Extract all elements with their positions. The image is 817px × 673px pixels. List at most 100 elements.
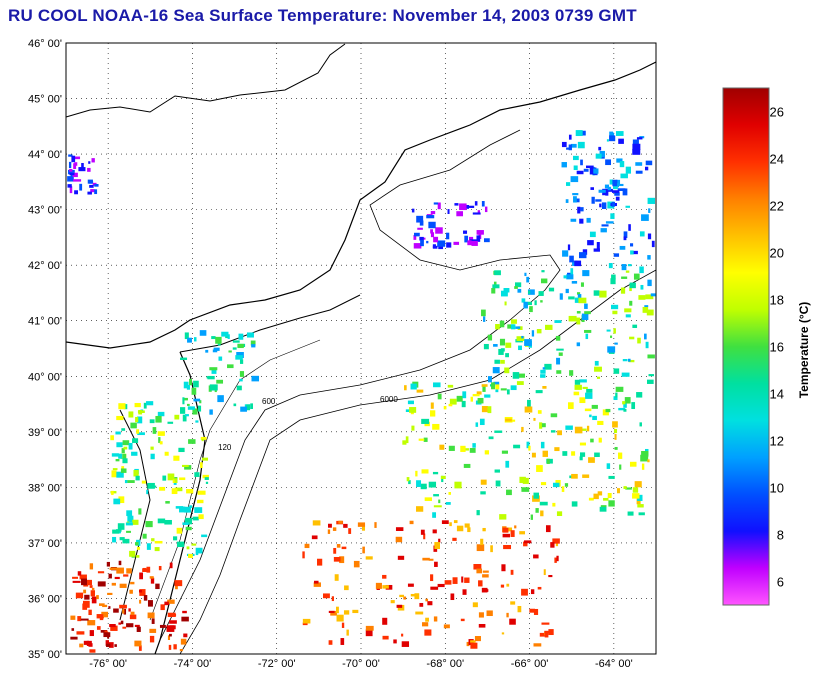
sst-pixel-patch	[122, 453, 127, 460]
sst-pixel-patch	[517, 605, 522, 613]
sst-pixel-patch	[362, 546, 365, 554]
sst-pixel-patch	[565, 425, 573, 430]
sst-pixel-patch	[328, 640, 333, 645]
sst-pixel-patch	[503, 288, 510, 293]
sst-pixel-patch	[584, 408, 592, 412]
colorbar-tick-label: 24	[770, 152, 784, 167]
sst-pixel-patch	[69, 186, 73, 194]
sst-pixel-patch	[566, 182, 571, 186]
sst-pixel-patch	[636, 392, 643, 398]
sst-pixel-patch	[174, 414, 180, 420]
sst-pixel-patch	[115, 431, 121, 435]
sst-pixel-patch	[491, 288, 496, 294]
sst-pixel-patch	[530, 514, 533, 520]
lat-tick-label: 39° 00'	[28, 427, 62, 439]
sst-pixel-patch	[481, 309, 486, 317]
sst-pixel-patch	[136, 626, 141, 632]
sst-pixel-patch	[498, 348, 504, 355]
sst-pixel-patch	[533, 643, 542, 647]
sst-pixel-patch	[572, 193, 579, 196]
sst-pixel-patch	[591, 196, 595, 204]
sst-pixel-patch	[622, 359, 628, 362]
sst-pixel-patch	[550, 413, 558, 418]
sst-pixel-patch	[586, 388, 593, 393]
sst-pixel-patch	[616, 158, 623, 163]
sst-pixel-patch	[605, 408, 611, 413]
contour-label-600: 600	[262, 397, 276, 406]
sst-pixel-patch	[195, 552, 199, 556]
sst-pixel-patch	[202, 474, 209, 479]
sst-pixel-patch	[651, 240, 655, 248]
sst-pixel-patch	[577, 206, 581, 214]
sst-pixel-patch	[149, 628, 157, 633]
sst-pixel-patch	[608, 263, 613, 269]
sst-pixel-patch	[365, 556, 373, 560]
sst-pixel-patch	[607, 492, 612, 499]
sst-pixel-patch	[405, 436, 409, 444]
sst-pixel-patch	[481, 406, 488, 413]
sst-pixel-patch	[466, 641, 470, 647]
sst-pixel-patch	[646, 309, 654, 316]
sst-pixel-patch	[501, 632, 505, 635]
sst-pixel-patch	[432, 471, 439, 475]
sst-pixel-patch	[146, 543, 151, 550]
sst-pixel-patch	[237, 343, 244, 349]
sst-pixel-patch	[164, 451, 169, 456]
sst-pixel-patch	[406, 477, 410, 482]
sst-pixel-patch	[558, 352, 563, 356]
sst-pixel-patch	[510, 319, 517, 324]
sst-pixel-patch	[577, 141, 585, 149]
sst-pixel-patch	[476, 568, 483, 574]
sst-pixel-patch	[625, 270, 630, 273]
sst-pixel-patch	[620, 173, 628, 179]
sst-pixel-patch	[559, 293, 563, 300]
sst-pixel-patch	[250, 403, 253, 410]
sst-pixel-patch	[637, 504, 644, 508]
sst-pixel-patch	[499, 514, 507, 520]
sst-pixel-patch	[611, 304, 619, 310]
sst-pixel-patch	[623, 403, 627, 408]
sst-pixel-patch	[336, 614, 344, 622]
sst-pixel-patch	[348, 528, 352, 534]
sst-pixel-patch	[614, 342, 618, 345]
sst-pixel-patch	[452, 537, 457, 541]
sst-pixel-patch	[180, 407, 186, 414]
sst-pixel-patch	[570, 218, 577, 222]
sst-pixel-patch	[154, 540, 163, 544]
sst-pixel-patch	[73, 163, 77, 169]
sst-pixel-patch	[130, 422, 137, 429]
sst-pixel-patch	[574, 379, 581, 385]
sst-pixel-patch	[482, 527, 486, 532]
sst-pixel-patch	[232, 347, 237, 350]
sst-pixel-patch	[446, 232, 450, 240]
sst-pixel-patch	[168, 644, 172, 650]
sst-pixel-patch	[341, 546, 347, 550]
sst-pixel-patch	[639, 422, 642, 427]
sst-pixel-patch	[192, 516, 199, 521]
sst-pixel-patch	[556, 370, 562, 374]
sst-pixel-patch	[87, 191, 92, 195]
sst-pixel-patch	[570, 176, 579, 183]
sst-pixel-patch	[505, 342, 512, 348]
sst-pixel-patch	[556, 511, 563, 517]
longitude-tick-labels: -76° 00' -74° 00' -72° 00' -70° 00' -68° 00'…	[89, 658, 632, 670]
lon-tick-label: -64° 00'	[595, 658, 633, 670]
sst-pixel-patch	[575, 198, 580, 203]
lat-tick-label: 42° 00'	[28, 260, 62, 272]
sst-pixel-patch	[514, 525, 517, 529]
sst-pixel-patch	[432, 423, 440, 430]
sst-pixel-patch	[333, 556, 341, 562]
sst-pixel-patch	[159, 486, 166, 491]
sst-pixel-patch	[402, 440, 407, 445]
sst-pixel-patch	[528, 445, 531, 451]
sst-pixel-patch	[117, 523, 125, 530]
sst-pixel-patch	[82, 600, 90, 608]
sst-pixel-patch	[397, 555, 405, 560]
sst-pixel-patch	[525, 301, 532, 306]
sst-pixel-patch	[644, 166, 649, 171]
sst-pixel-patch	[108, 606, 111, 609]
sst-pixel-patch	[91, 587, 95, 591]
sst-pixel-patch	[184, 332, 189, 340]
sst-pixel-patch	[615, 386, 624, 392]
sst-pixel-patch	[79, 574, 87, 580]
